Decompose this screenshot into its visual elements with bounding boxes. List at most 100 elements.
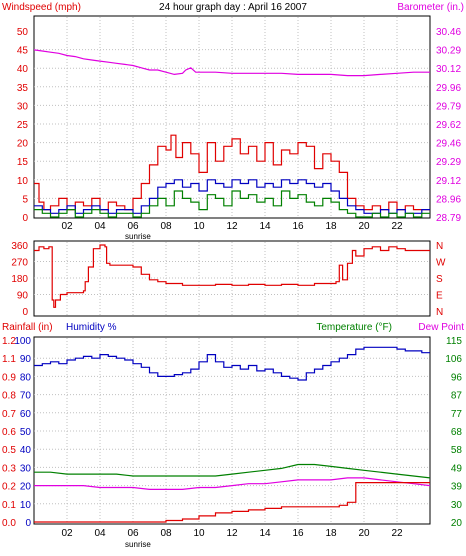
humidity-tick-label: 0 (25, 518, 31, 529)
compass-tick-label: W (436, 258, 446, 269)
hour-tick-label: 10 (193, 528, 205, 539)
hour-tick-label: 18 (325, 528, 337, 539)
humidity-tick-label: 20 (20, 482, 32, 493)
barometer-axis-label: Barometer (in.) (397, 2, 464, 13)
temperature-tick-label: 68 (451, 427, 463, 438)
windspeed-tick-label: 50 (17, 27, 29, 38)
rainfall-tick-label: 0.0 (2, 518, 16, 529)
temperature-tick-label: 20 (451, 518, 463, 529)
windspeed-tick-label: 45 (17, 46, 29, 57)
temperature-tick-label: 30 (451, 500, 463, 511)
temperature-tick-label: 49 (451, 463, 463, 474)
wind-barometer-panel: Windspeed (mph) 24 hour graph day : Apri… (2, 2, 464, 241)
humidity-tick-label: 10 (20, 500, 32, 511)
wind-speed-line (34, 179, 430, 214)
windspeed-tick-label: 40 (17, 64, 29, 75)
barometer-tick-label: 30.46 (436, 27, 461, 38)
rainfall-tick-label: 0.6 (2, 427, 16, 438)
temperature-ticks: 115 106 96 87 77 68 58 49 39 30 20 (445, 336, 462, 529)
hour-tick-label: 06 (127, 528, 139, 539)
hour-tick-label: 06 (127, 221, 139, 232)
humidity-tick-label: 80 (20, 372, 32, 383)
barometer-ticks: 30.46 30.29 30.12 29.96 29.79 29.62 29.46 29.29… (436, 27, 461, 224)
degree-tick-label: 270 (11, 258, 28, 269)
degree-tick-label: 0 (22, 307, 28, 318)
hour-ticks-bottom: 02 04 06 08 10 12 14 16 18 20 22 (61, 528, 403, 539)
degree-ticks: 360 270 180 90 0 (11, 241, 28, 318)
degree-tick-label: 90 (17, 291, 29, 302)
dew-point-axis-label: Dew Point (418, 322, 464, 333)
windspeed-tick-label: 25 (17, 120, 29, 131)
humidity-tick-label: 40 (20, 445, 32, 456)
barometer-line (33, 49, 430, 77)
windspeed-tick-label: 15 (17, 157, 29, 168)
sunrise-label-bottom: sunrise (125, 540, 151, 549)
rainfall-tick-label: 0.2 (2, 482, 16, 493)
wind-gust-line (34, 134, 430, 211)
temperature-tick-label: 58 (451, 445, 463, 456)
rainfall-tick-label: 0.7 (2, 409, 16, 420)
wind-direction-series (34, 244, 430, 308)
humidity-tick-label: 70 (20, 391, 32, 402)
compass-tick-label: N (436, 241, 443, 252)
hour-tick-label: 10 (193, 221, 205, 232)
hour-tick-label: 22 (391, 528, 403, 539)
hour-tick-label: 22 (391, 221, 403, 232)
rainfall-line (34, 482, 430, 523)
hour-tick-label: 14 (259, 528, 271, 539)
barometer-tick-label: 29.29 (436, 157, 461, 168)
hour-tick-label: 08 (160, 528, 172, 539)
rain-humidity-temp-panel: Rainfall (in) Humidity % Temperature (°F… (2, 322, 464, 549)
rainfall-tick-label: 1.2 (2, 336, 16, 347)
windspeed-tick-label: 35 (17, 83, 29, 94)
compass-tick-label: E (436, 291, 443, 302)
barometer-tick-label: 29.12 (436, 176, 461, 187)
rainfall-axis-label: Rainfall (in) (2, 322, 53, 333)
rainfall-tick-label: 0.5 (2, 445, 16, 456)
wind-average-line (34, 190, 430, 218)
barometer-tick-label: 29.62 (436, 120, 461, 131)
rainfall-ticks: 1.2 1.1 0.9 0.8 0.7 0.6 0.5 0.3 0.2 0.1 0.0 (2, 336, 16, 529)
barometer-tick-label: 28.96 (436, 194, 461, 205)
rainfall-tick-label: 0.3 (2, 463, 16, 474)
rainfall-tick-label: 0.8 (2, 391, 16, 402)
hour-tick-label: 04 (94, 528, 106, 539)
temperature-axis-label: Temperature (°F) (316, 322, 392, 333)
humidity-tick-label: 50 (20, 427, 32, 438)
humidity-tick-label: 100 (14, 336, 31, 347)
windspeed-tick-label: 20 (17, 139, 29, 150)
hour-tick-label: 02 (61, 528, 73, 539)
barometer-tick-label: 28.79 (436, 213, 461, 224)
wind-direction-grid (34, 242, 430, 315)
temperature-tick-label: 106 (445, 354, 462, 365)
degree-tick-label: 180 (11, 274, 28, 285)
sunrise-label-top: sunrise (125, 232, 151, 241)
windspeed-tick-label: 10 (17, 176, 29, 187)
hour-tick-label: 04 (94, 221, 106, 232)
humidity-tick-label: 30 (20, 463, 32, 474)
rainfall-tick-label: 0.1 (2, 500, 16, 511)
windspeed-tick-label: 30 (17, 101, 29, 112)
chart-title: 24 hour graph day : April 16 2007 (159, 2, 307, 13)
hour-tick-label: 12 (226, 221, 238, 232)
temperature-tick-label: 96 (451, 372, 463, 383)
hour-tick-label: 16 (292, 221, 304, 232)
wind-direction-line (34, 244, 430, 308)
humidity-axis-label: Humidity % (66, 322, 117, 333)
temperature-tick-label: 115 (446, 336, 462, 347)
windspeed-tick-label: 0 (22, 213, 28, 224)
rainfall-tick-label: 1.1 (2, 354, 16, 365)
temperature-tick-label: 39 (451, 482, 463, 493)
compass-tick-label: N (436, 307, 443, 318)
barometer-tick-label: 30.12 (436, 64, 461, 75)
barometer-tick-label: 30.29 (436, 46, 461, 57)
temperature-tick-label: 77 (451, 409, 463, 420)
wind-barometer-grid (34, 17, 430, 217)
hour-tick-label: 20 (358, 528, 370, 539)
dew-point-line (34, 477, 431, 490)
